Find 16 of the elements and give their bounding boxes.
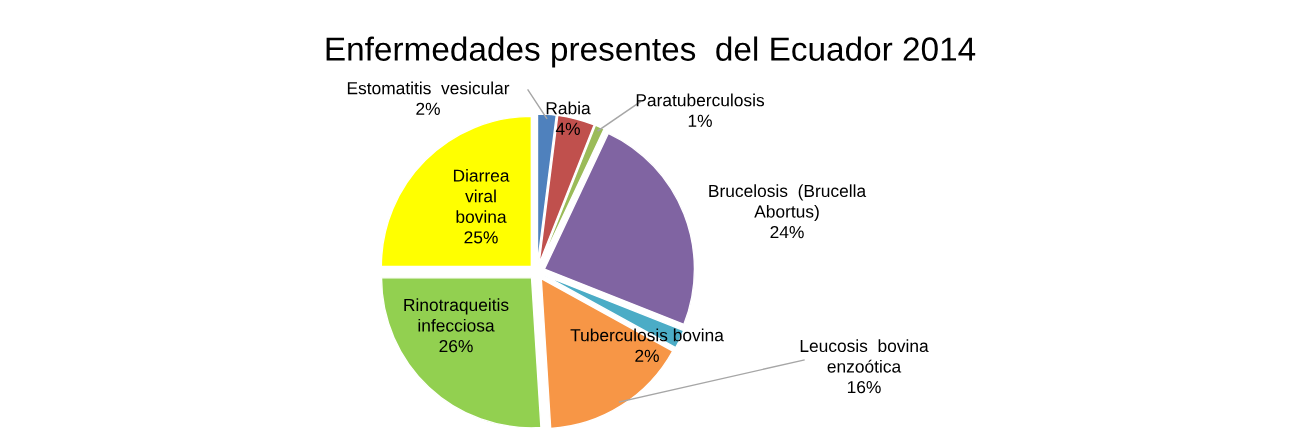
slice-label: Diarrea viral bovina [453,169,510,223]
data-label: 4% [555,122,580,135]
slice-label: Brucelosis (Brucella Abortus) [709,184,867,222]
data-label: 1% [688,114,712,127]
data-label: 2% [416,102,440,115]
slice-label: Leucosis bovina enzoótica [800,339,929,373]
slice-label: Rinotraqueitis infecciosa [404,298,509,332]
slice-label: Paratuberculosis [636,93,765,107]
chart-title: Enfermedades presentes del Ecuador 2014 [326,36,976,68]
data-label: 2% [635,349,659,362]
data-label: 24% [770,225,804,239]
data-label: 16% [847,380,881,394]
slice-label: Estomatitis vesicular [347,81,510,95]
data-label: 26% [439,339,473,353]
data-label: 25% [464,231,498,244]
slice-label: Rabia [546,101,591,115]
